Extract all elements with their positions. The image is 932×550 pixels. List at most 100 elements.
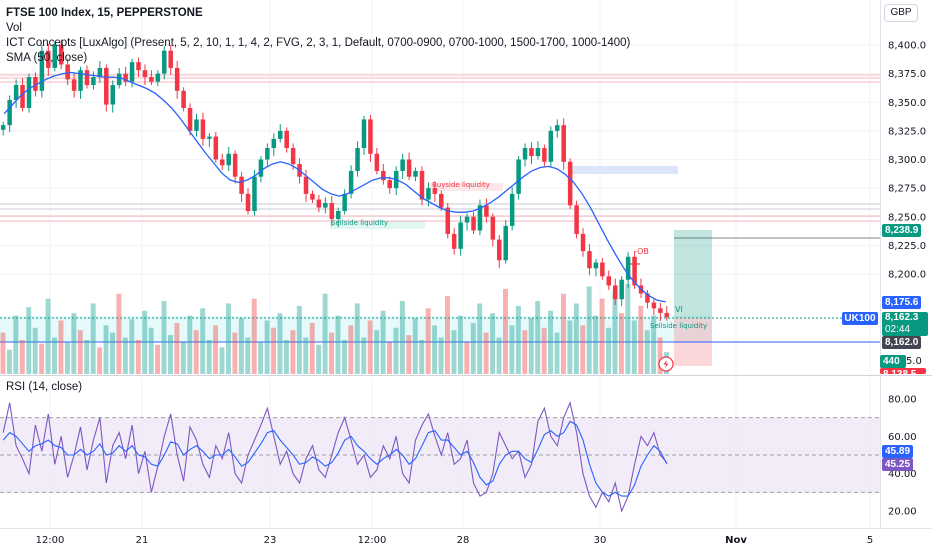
volume-bar: [625, 284, 631, 374]
volume-bar: [26, 307, 32, 374]
candle-body: [574, 205, 579, 234]
volume-bar: [509, 325, 515, 374]
volume-bar: [503, 288, 508, 374]
volume-bar: [193, 330, 199, 374]
candle-body: [567, 161, 573, 206]
candle-body: [342, 193, 347, 212]
volume-bar: [19, 339, 25, 374]
volume-bar: [213, 325, 219, 374]
price-tick-label: 8,325.0: [888, 126, 926, 137]
sellside-zone: [330, 221, 425, 229]
sma-price-tag: 8,175.6: [882, 296, 922, 309]
candle-body: [529, 148, 534, 157]
candle-body: [116, 73, 122, 86]
candle-body: [110, 85, 115, 105]
volume-bar: [271, 327, 277, 374]
annotations: Buyside liquidity Sellside liquidity -OB…: [331, 181, 707, 330]
rsi-tick-label: 20.00: [888, 507, 917, 518]
volume-bar: [135, 339, 141, 374]
volume-bar: [142, 310, 148, 374]
rsi-indicator-label[interactable]: RSI (14, close): [6, 381, 83, 393]
symbol-title[interactable]: FTSE 100 Index, 15, PEPPERSTONE: [6, 7, 203, 19]
candle-body: [194, 119, 199, 131]
volume-bar: [573, 303, 579, 374]
candle-body: [316, 199, 322, 208]
candle-body: [46, 50, 51, 68]
candle-body: [516, 159, 521, 194]
candle-body: [374, 153, 380, 171]
candle-body: [381, 170, 386, 181]
sma-indicator-label[interactable]: SMA (50, close): [6, 52, 88, 64]
volume-bar: [58, 320, 64, 374]
chart-legend[interactable]: FTSE 100 Index, 15, PEPPERSTONE Vol ICT …: [6, 6, 630, 66]
candle-body: [97, 67, 103, 78]
volume-bar: [174, 322, 180, 374]
candle-body: [406, 159, 412, 177]
volume-bar: [103, 325, 109, 374]
volume-bar: [638, 305, 644, 374]
candle-body: [239, 176, 244, 194]
rsi-axis[interactable]: 80.00 60.00 40.00 20.00: [888, 395, 917, 518]
target-price-tag: 8,238.9: [882, 224, 922, 237]
volume-bar: [477, 303, 483, 374]
ict-indicator-label[interactable]: ICT Concepts [LuxAlgo] (Present, 5, 2, 1…: [6, 37, 631, 49]
price-tick-label: 8,400.0: [888, 41, 926, 52]
last-price-tag: 8,162.3 02:44: [882, 312, 928, 336]
rsi-polyline: [2, 400, 668, 513]
volume-bar: [445, 296, 450, 374]
volume-bar: [277, 313, 283, 374]
volume-bar: [515, 305, 521, 374]
grid: [0, 0, 880, 528]
candle-body: [91, 77, 96, 86]
volume-bar: [380, 310, 386, 374]
sma-line: [3, 71, 666, 303]
candle-body: [419, 170, 425, 200]
partial-axis-label: 5.0: [906, 356, 922, 367]
volume-bar: [77, 330, 83, 374]
volume-bar: [161, 301, 167, 374]
candle-body: [129, 62, 135, 82]
candle-body: [484, 205, 489, 217]
candle-body: [439, 193, 444, 208]
candle-body: [187, 107, 193, 131]
candle-body: [213, 136, 219, 160]
volume-bar: [168, 335, 173, 374]
candle-body: [0, 125, 6, 130]
candle-body: [587, 251, 592, 269]
candle-body: [277, 130, 283, 139]
volume-bar: [341, 339, 347, 374]
candle-body: [245, 193, 251, 212]
volume-bar: [329, 332, 334, 374]
volume-bar: [97, 347, 103, 374]
price-tick-label: 8,250.0: [888, 212, 926, 223]
flash-icon[interactable]: [658, 356, 674, 372]
time-tick-label: Nov: [725, 535, 747, 546]
rsi-sma-value-tag: 45.25: [882, 458, 914, 471]
last-price-value: 8,162.3: [885, 312, 919, 323]
volume-bar: [535, 301, 541, 374]
candle-body: [458, 222, 463, 249]
volume-bar: [225, 303, 231, 374]
volume-bar: [593, 315, 599, 374]
candle-body: [20, 85, 25, 108]
countdown-timer: 02:44: [885, 323, 911, 335]
candle-body: [509, 193, 515, 226]
volume-bar: [45, 298, 51, 374]
price-axis[interactable]: 8,400.0 8,375.0 8,350.0 8,325.0 8,300.0 8,275…: [888, 41, 926, 281]
volume-bar: [361, 337, 367, 374]
candle-body: [149, 77, 154, 82]
time-axis[interactable]: 12:00 21 23 12:00 28 30 Nov 5: [36, 535, 874, 546]
long-target-zone: [674, 230, 712, 318]
volume-indicator-label[interactable]: Vol: [6, 22, 22, 34]
candle-body: [400, 159, 405, 171]
volume-bar: [451, 330, 457, 374]
candle-body: [542, 148, 547, 162]
currency-button[interactable]: GBP: [884, 4, 918, 22]
price-tick-label: 8,275.0: [888, 184, 926, 195]
volume-bar: [618, 313, 624, 374]
volume-bar: [296, 305, 302, 374]
volume-bar: [116, 293, 122, 374]
candle-body: [612, 285, 618, 300]
